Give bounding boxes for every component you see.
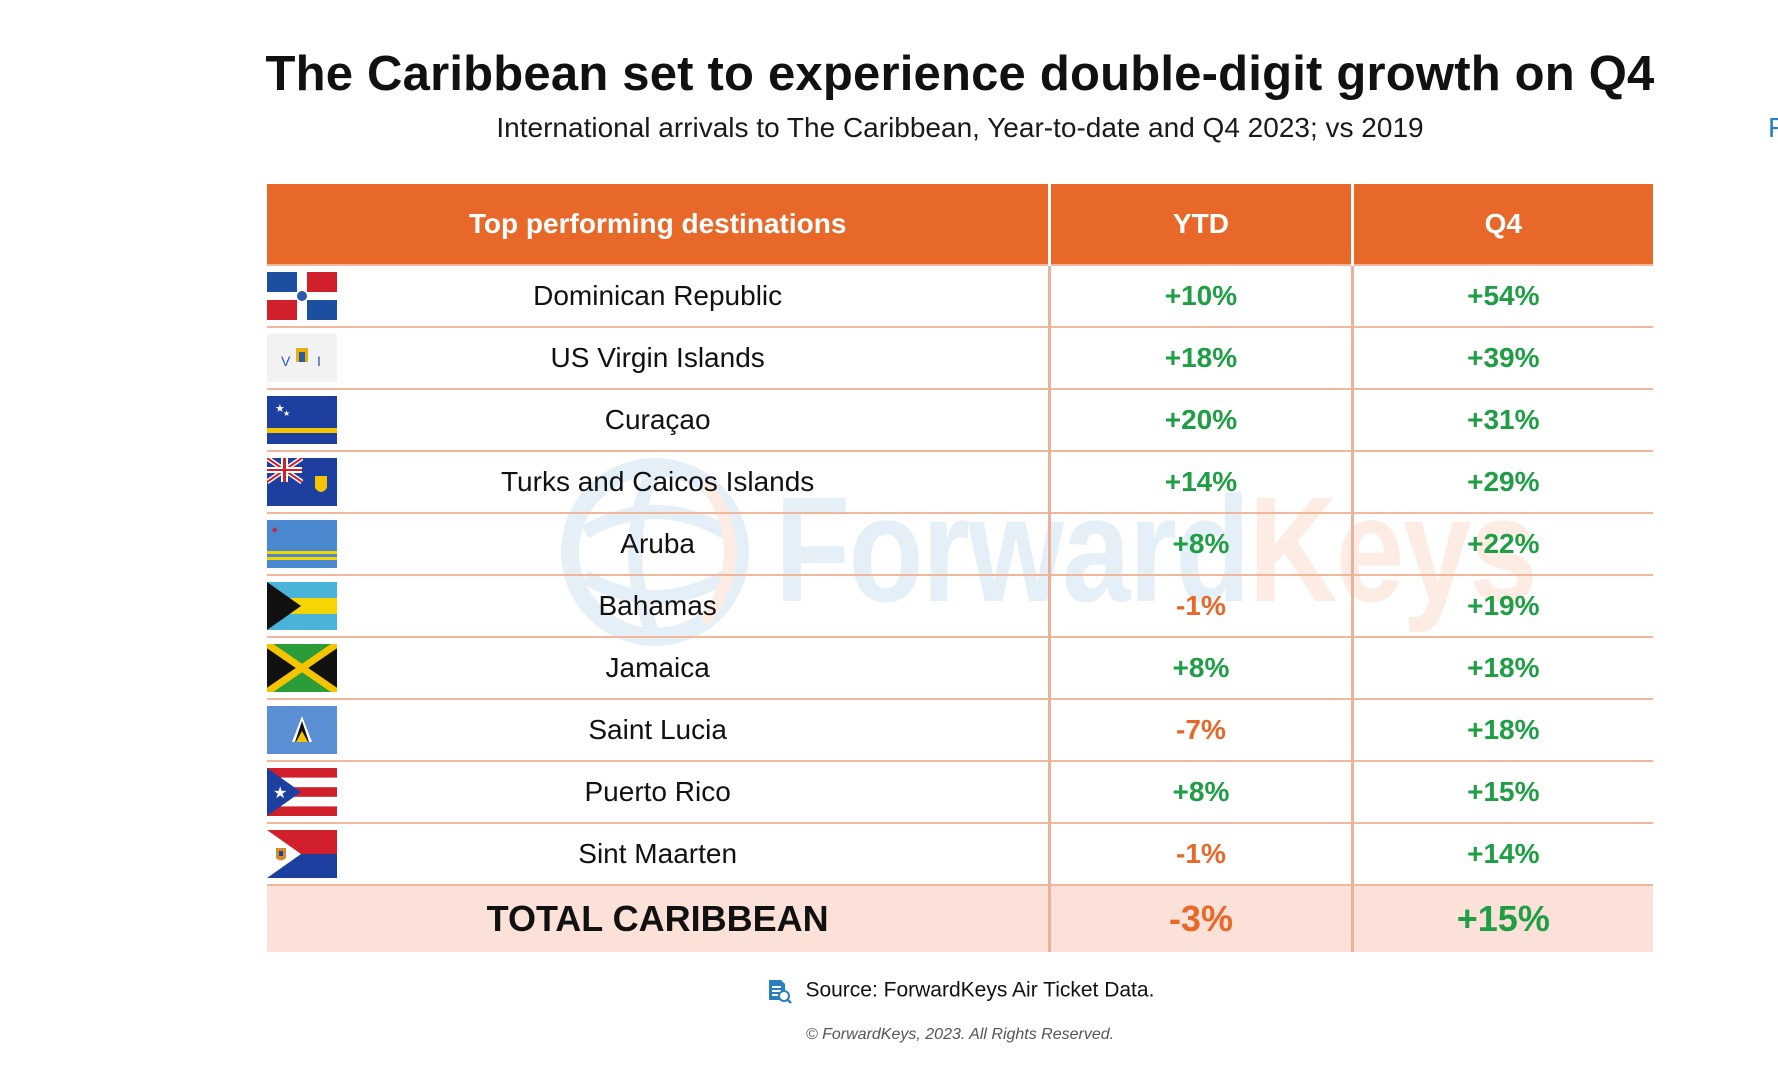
destination-cell: Sint Maarten bbox=[267, 822, 1050, 885]
table-row: Bahamas -1% +19% bbox=[267, 574, 1653, 637]
copyright-text: © ForwardKeys, 2023. All Rights Reserved… bbox=[805, 1026, 1115, 1043]
destination-name: Aruba bbox=[620, 528, 695, 559]
ytd-value: +20% bbox=[1048, 388, 1353, 451]
ytd-value: +18% bbox=[1048, 326, 1353, 389]
turks-and-caicos-flag-icon bbox=[267, 458, 337, 506]
destinations-table: Top performing destinations YTD Q4 Domin… bbox=[267, 184, 1653, 952]
sint-maarten-flag-icon bbox=[267, 830, 337, 878]
table-header-row: Top performing destinations YTD Q4 bbox=[267, 184, 1653, 265]
destinations-table-wrap: Top performing destinations YTD Q4 Domin… bbox=[267, 184, 1653, 952]
ytd-value: +8% bbox=[1048, 636, 1353, 699]
header-ytd: YTD bbox=[1048, 184, 1353, 265]
total-q4: +15% bbox=[1350, 884, 1653, 952]
destination-name: Turks and Caicos Islands bbox=[500, 466, 815, 497]
q4-value: +39% bbox=[1350, 326, 1653, 389]
q4-value: +18% bbox=[1350, 636, 1653, 699]
q4-value: +54% bbox=[1350, 264, 1653, 327]
table-row: ★ Puerto Rico +8% +15% bbox=[267, 760, 1653, 823]
ytd-value: +8% bbox=[1048, 512, 1353, 575]
svg-text:✦: ✦ bbox=[270, 524, 279, 537]
us-virgin-islands-flag-icon: V I bbox=[267, 334, 337, 382]
destination-name: Saint Lucia bbox=[588, 714, 727, 745]
q4-value: +31% bbox=[1350, 388, 1653, 451]
document-search-icon bbox=[768, 980, 792, 1004]
ytd-value: +8% bbox=[1048, 760, 1353, 823]
table-row: Turks and Caicos Islands +14% +29% bbox=[267, 450, 1653, 513]
table-row: Saint Lucia -7% +18% bbox=[267, 698, 1653, 761]
q4-value: +22% bbox=[1350, 512, 1653, 575]
edge-clipped-text: F bbox=[1768, 112, 1778, 143]
destination-cell: Bahamas bbox=[267, 574, 1050, 637]
q4-value: +29% bbox=[1350, 450, 1653, 513]
destination-cell: ✦ Aruba bbox=[267, 512, 1050, 575]
destination-cell: V I US Virgin Islands bbox=[267, 326, 1050, 389]
table-row: ✦ Aruba +8% +22% bbox=[267, 512, 1653, 575]
jamaica-flag-icon bbox=[267, 644, 337, 692]
svg-text:★: ★ bbox=[283, 409, 290, 418]
dominican-republic-flag-icon bbox=[267, 272, 337, 320]
svg-text:V: V bbox=[281, 353, 291, 369]
puerto-rico-flag-icon: ★ bbox=[267, 768, 337, 816]
destination-cell: Dominican Republic bbox=[267, 264, 1050, 327]
destination-cell: ★ ★ Curaçao bbox=[267, 388, 1050, 451]
destination-name: Puerto Rico bbox=[584, 776, 731, 807]
q4-value: +15% bbox=[1350, 760, 1653, 823]
header-destinations: Top performing destinations bbox=[267, 184, 1050, 265]
aruba-flag-icon: ✦ bbox=[267, 520, 337, 568]
ytd-value: -1% bbox=[1048, 574, 1353, 637]
bahamas-flag-icon bbox=[267, 582, 337, 630]
destination-cell: Saint Lucia bbox=[267, 698, 1050, 761]
destination-name: Jamaica bbox=[605, 652, 710, 683]
table-row: Jamaica +8% +18% bbox=[267, 636, 1653, 699]
destination-cell: Jamaica bbox=[267, 636, 1050, 699]
svg-text:★: ★ bbox=[275, 402, 285, 415]
saint-lucia-flag-icon bbox=[267, 706, 337, 754]
table-row: Dominican Republic +10% +54% bbox=[267, 264, 1653, 327]
total-row: TOTAL CARIBBEAN -3% +15% bbox=[267, 884, 1653, 952]
destination-name: Bahamas bbox=[598, 590, 717, 621]
destination-cell: ★ Puerto Rico bbox=[267, 760, 1050, 823]
source-text: Source: ForwardKeys Air Ticket Data. bbox=[805, 978, 1155, 1002]
destination-name: US Virgin Islands bbox=[550, 342, 765, 373]
header-q4: Q4 bbox=[1350, 184, 1653, 265]
q4-value: +19% bbox=[1350, 574, 1653, 637]
table-row: V I US Virgin Islands +18% +39% bbox=[267, 326, 1653, 389]
q4-value: +14% bbox=[1350, 822, 1653, 885]
destination-name: Dominican Republic bbox=[533, 280, 783, 311]
source-note: Source: ForwardKeys Air Ticket Data. bbox=[0, 978, 1778, 1004]
ytd-value: +10% bbox=[1048, 264, 1353, 327]
q4-value: +18% bbox=[1350, 698, 1653, 761]
curacao-flag-icon: ★ ★ bbox=[267, 396, 337, 444]
ytd-value: +14% bbox=[1048, 450, 1353, 513]
chart-subtitle: International arrivals to The Caribbean,… bbox=[496, 112, 1424, 143]
chart-title: The Caribbean set to experience double-d… bbox=[265, 47, 1655, 101]
table-row: ★ ★ Curaçao +20% +31% bbox=[267, 388, 1653, 451]
ytd-value: -7% bbox=[1048, 698, 1353, 761]
svg-text:★: ★ bbox=[273, 783, 287, 802]
destination-cell: Turks and Caicos Islands bbox=[267, 450, 1050, 513]
destination-name: Curaçao bbox=[604, 404, 711, 435]
table-row: Sint Maarten -1% +14% bbox=[267, 822, 1653, 885]
destination-name: Sint Maarten bbox=[578, 838, 738, 869]
total-ytd: -3% bbox=[1048, 884, 1353, 952]
ytd-value: -1% bbox=[1048, 822, 1353, 885]
svg-text:I: I bbox=[317, 353, 321, 369]
total-label: TOTAL CARIBBEAN bbox=[267, 884, 1050, 952]
